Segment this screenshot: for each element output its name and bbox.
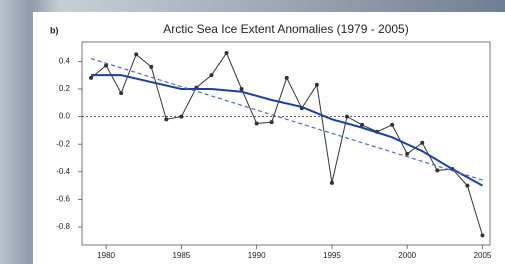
data-point [435,168,439,172]
y-tick-label: -0.8 [56,222,70,231]
data-point [420,141,424,145]
chart: b) Arctic Sea Ice Extent Anomalies (1979… [0,0,505,264]
data-point [315,83,319,87]
data-point [330,181,334,185]
y-tick-label: 0.2 [59,84,71,93]
data-point [225,51,229,55]
screenshot: b) Arctic Sea Ice Extent Anomalies (1979… [0,0,505,264]
y-tick-label: 0.0 [59,112,71,121]
chart-panel [33,12,505,264]
data-point [465,184,469,188]
data-point [179,115,183,119]
x-tick-label: 2005 [474,251,492,260]
data-point [480,233,484,237]
data-point [255,121,259,125]
y-tick-label: -0.6 [56,195,70,204]
data-point [89,76,93,80]
data-point [405,152,409,156]
data-point [134,52,138,56]
y-tick-label: -0.4 [56,167,70,176]
chart-title: Arctic Sea Ice Extent Anomalies (1979 - … [163,22,408,36]
data-point [270,120,274,124]
data-point [285,76,289,80]
y-tick-label: 0.4 [59,56,71,65]
x-tick-label: 1985 [172,251,190,260]
x-tick-label: 1980 [97,251,115,260]
data-point [149,65,153,69]
data-point [240,87,244,91]
x-tick-label: 1990 [248,251,266,260]
data-point [209,73,213,77]
panel-label: b) [50,25,59,35]
data-point [345,115,349,119]
data-point [390,123,394,127]
y-tick-label: -0.2 [56,139,70,148]
x-tick-label: 1995 [323,251,341,260]
data-point [164,117,168,121]
x-tick-label: 2000 [398,251,416,260]
data-point [119,91,123,95]
